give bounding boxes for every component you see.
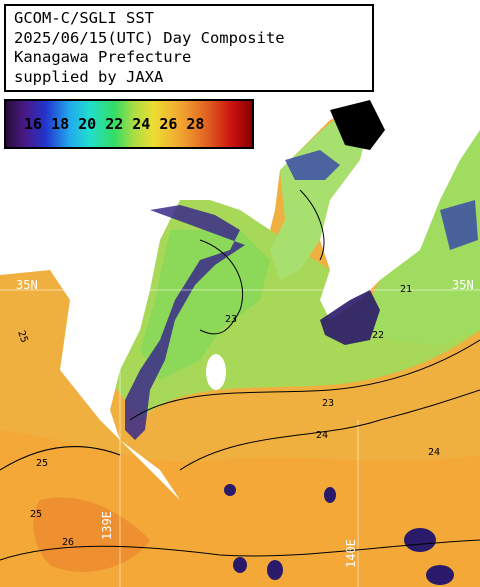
legend-tick: 28 (186, 115, 205, 133)
cold-spot (224, 484, 236, 496)
island-enoshima (206, 354, 226, 390)
legend-tick: 20 (78, 115, 97, 133)
contour-24 (179, 389, 480, 471)
cold-coast-east (320, 290, 380, 345)
cold-tokyo-top (330, 100, 385, 150)
ocean-green-bay (140, 230, 270, 380)
land-izu (120, 440, 180, 500)
lon-label-left: 139E (100, 511, 114, 540)
contour-label: 21 (400, 284, 412, 295)
contour-21 (299, 189, 325, 261)
info-panel: GCOM-C/SGLI SST 2025/06/15(UTC) Day Comp… (4, 4, 374, 92)
cold-coast-west (125, 205, 245, 440)
contour-label: 26 (62, 537, 74, 548)
region-label: Kanagawa Prefecture (14, 48, 192, 66)
lat-label-left: 35N (16, 278, 38, 292)
legend-tick: 16 (24, 115, 43, 133)
cold-spot (267, 560, 283, 580)
legend-tick: 18 (51, 115, 70, 133)
contour-south (0, 539, 480, 561)
contour-label: 25 (30, 509, 42, 520)
ocean-hot-patch (33, 497, 150, 572)
contour-22 (199, 239, 244, 335)
legend-tick: 24 (132, 115, 151, 133)
contour-label: 24 (428, 447, 440, 458)
date-label: 2025/06/15(UTC) Day Composite (14, 28, 285, 47)
cold-spot (404, 528, 436, 552)
contour-label: 22 (372, 330, 384, 341)
contour-23 (129, 339, 480, 421)
legend-tick: 26 (159, 115, 178, 133)
cold-spot (426, 565, 454, 585)
cold-northbay (285, 150, 340, 180)
cold-spot (324, 487, 336, 503)
lat-label-right: 35N (452, 278, 474, 292)
tokyo-bay (270, 110, 370, 280)
legend-tick-labels: 16 18 20 22 24 26 28 (6, 115, 252, 133)
contour-label: 23 (225, 314, 237, 325)
contour-25 (0, 446, 121, 471)
product-title: GCOM-C/SGLI SST (14, 9, 154, 27)
lon-label-right: 140E (344, 539, 358, 568)
contour-label: 23 (322, 398, 334, 409)
supplier-label: supplied by JAXA (14, 67, 164, 86)
sst-color-legend: 16 18 20 22 24 26 28 (4, 99, 254, 149)
contour-label: 25 (36, 458, 48, 469)
contour-label: 24 (316, 430, 328, 441)
cold-spot (233, 557, 247, 573)
contour-label: 25 (15, 329, 29, 344)
legend-tick: 22 (105, 115, 124, 133)
cold-east-edge (440, 200, 478, 250)
